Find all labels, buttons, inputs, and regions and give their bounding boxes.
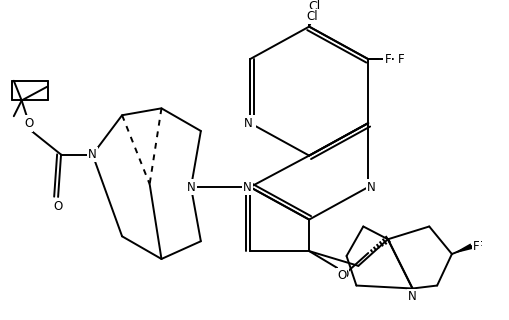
- Text: N: N: [407, 290, 416, 303]
- Text: N: N: [242, 180, 251, 194]
- Text: F: F: [384, 52, 390, 66]
- Polygon shape: [451, 244, 472, 254]
- Text: O: O: [24, 116, 33, 130]
- Text: N: N: [88, 148, 97, 161]
- Text: N: N: [186, 180, 195, 194]
- Text: O: O: [53, 200, 63, 213]
- Text: O: O: [51, 200, 61, 213]
- Text: N: N: [88, 148, 97, 161]
- Text: N: N: [245, 116, 254, 130]
- Text: N: N: [366, 180, 375, 194]
- Text: N: N: [366, 180, 375, 194]
- Text: O: O: [338, 268, 348, 281]
- Text: O: O: [336, 269, 346, 282]
- Text: N: N: [186, 180, 195, 194]
- Text: F: F: [475, 240, 482, 253]
- Text: N: N: [407, 290, 416, 303]
- Text: Cl: Cl: [306, 10, 317, 23]
- Text: Cl: Cl: [307, 0, 320, 13]
- Text: F: F: [472, 240, 479, 253]
- Text: N: N: [242, 180, 251, 194]
- Text: O: O: [23, 117, 32, 131]
- Text: N: N: [243, 116, 252, 130]
- Text: F: F: [397, 52, 403, 66]
